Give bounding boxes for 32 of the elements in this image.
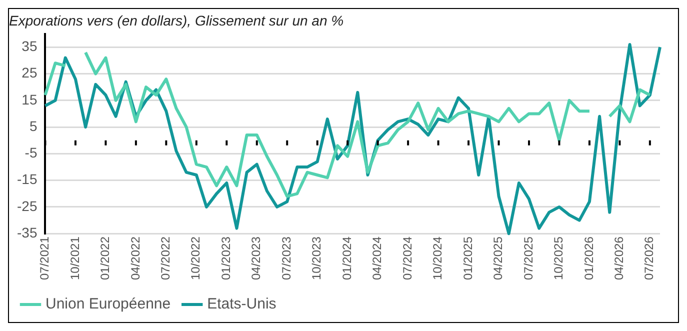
y-tick-label: -5 (24, 144, 38, 161)
x-tick-label: 04/2023 (249, 236, 264, 280)
x-tick-label: 10/2021 (68, 236, 82, 280)
y-tick-label: -35 (17, 224, 38, 240)
y-tick-label: 25 (22, 64, 38, 81)
x-tick-label: 10/2022 (188, 236, 203, 280)
y-tick-label: -15 (17, 171, 38, 188)
y-tick-label: 5 (29, 118, 38, 134)
x-tick-label: 07/2024 (400, 236, 414, 280)
x-tick-label: 01/2022 (98, 236, 112, 280)
x-tick-label: 10/2024 (430, 236, 445, 280)
x-tick-label: 04/2024 (370, 236, 384, 280)
y-tick-label: 35 (22, 38, 38, 54)
x-tick-label: 07/2025 (521, 236, 536, 280)
x-tick-label: 01/2026 (582, 236, 596, 280)
x-tick-label: 04/2022 (128, 236, 142, 280)
x-tick-label: 07/2023 (279, 236, 294, 280)
legend-label: Union Européenne (46, 296, 171, 313)
x-tick-label: 01/2023 (218, 236, 233, 280)
x-tick-label: 10/2023 (310, 236, 324, 280)
chart-title: Exporations vers (en dollars), Glissement sur un an % (9, 12, 344, 28)
x-tick-label: 04/2026 (612, 236, 626, 280)
x-tick-label: 01/2024 (340, 236, 354, 280)
y-tick-label: 15 (22, 91, 38, 108)
x-tick-label: 10/2025 (552, 236, 566, 280)
legend-label: Etats-Unis (207, 296, 276, 313)
x-tick-label: 07/2026 (642, 236, 656, 280)
x-tick-label: 01/2025 (460, 236, 475, 280)
x-tick-label: 07/2021 (38, 236, 52, 280)
x-tick-label: 04/2025 (491, 236, 506, 280)
y-tick-label: -25 (17, 198, 38, 214)
x-tick-label: 07/2022 (158, 236, 172, 280)
